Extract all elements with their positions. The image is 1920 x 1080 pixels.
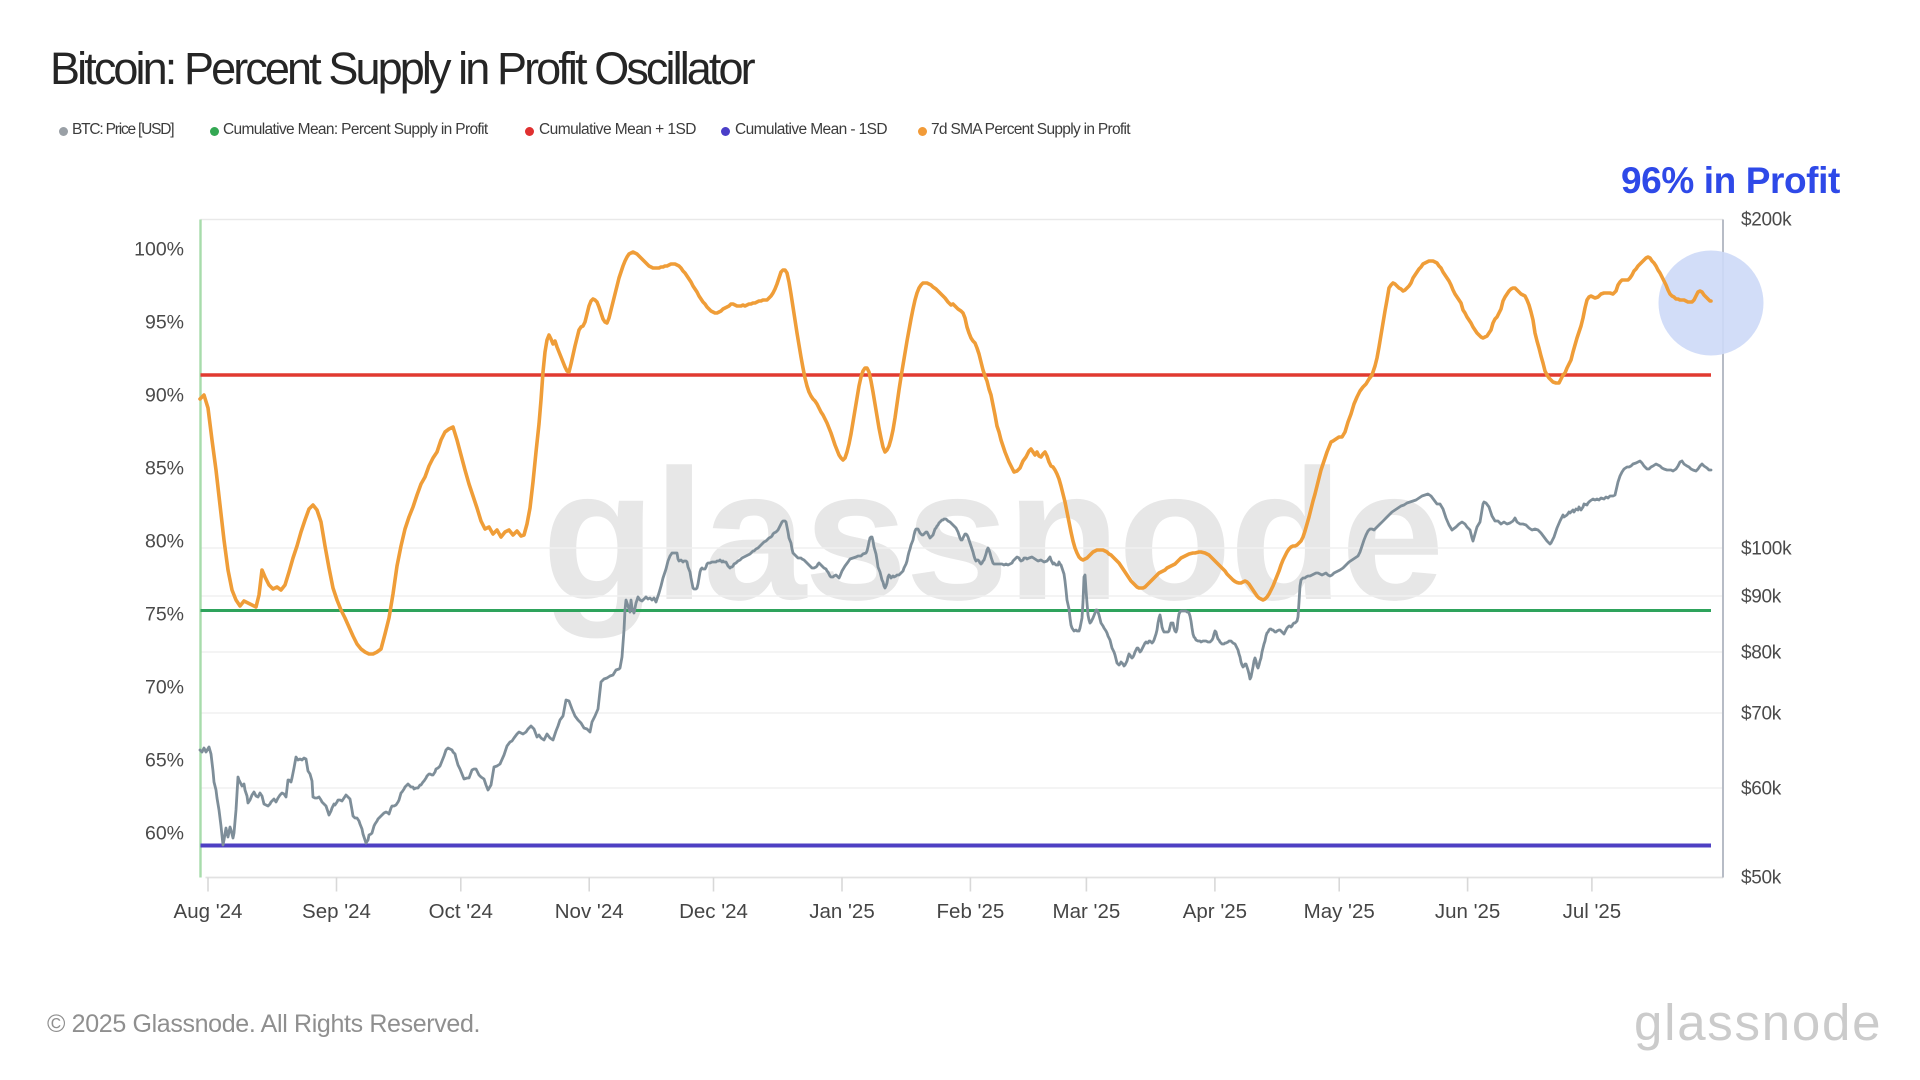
svg-text:May '25: May '25 xyxy=(1304,900,1375,923)
svg-text:Oct '24: Oct '24 xyxy=(429,900,493,923)
svg-text:Nov '24: Nov '24 xyxy=(555,900,624,923)
svg-text:100%: 100% xyxy=(134,239,184,261)
svg-text:$80k: $80k xyxy=(1741,643,1782,664)
svg-text:Aug '24: Aug '24 xyxy=(174,900,243,923)
svg-text:Mar '25: Mar '25 xyxy=(1053,900,1121,923)
svg-text:Dec '24: Dec '24 xyxy=(679,900,748,923)
svg-text:$60k: $60k xyxy=(1741,779,1782,800)
svg-text:Jul '25: Jul '25 xyxy=(1563,900,1622,923)
svg-text:65%: 65% xyxy=(145,750,184,772)
svg-text:60%: 60% xyxy=(145,823,184,845)
svg-text:90%: 90% xyxy=(145,385,184,407)
svg-text:Feb '25: Feb '25 xyxy=(937,900,1005,923)
svg-text:$90k: $90k xyxy=(1741,587,1782,608)
svg-text:95%: 95% xyxy=(145,312,184,334)
svg-text:70%: 70% xyxy=(145,677,184,699)
svg-text:Sep '24: Sep '24 xyxy=(302,900,371,923)
svg-text:Apr '25: Apr '25 xyxy=(1183,900,1247,923)
svg-text:$50k: $50k xyxy=(1741,868,1782,889)
svg-text:$70k: $70k xyxy=(1741,704,1782,725)
svg-text:75%: 75% xyxy=(145,604,184,626)
svg-text:80%: 80% xyxy=(145,531,184,553)
svg-text:Jun '25: Jun '25 xyxy=(1435,900,1500,923)
svg-text:$200k: $200k xyxy=(1741,210,1792,231)
svg-text:Jan '25: Jan '25 xyxy=(809,900,874,923)
svg-text:85%: 85% xyxy=(145,458,184,480)
svg-text:$100k: $100k xyxy=(1741,539,1792,560)
